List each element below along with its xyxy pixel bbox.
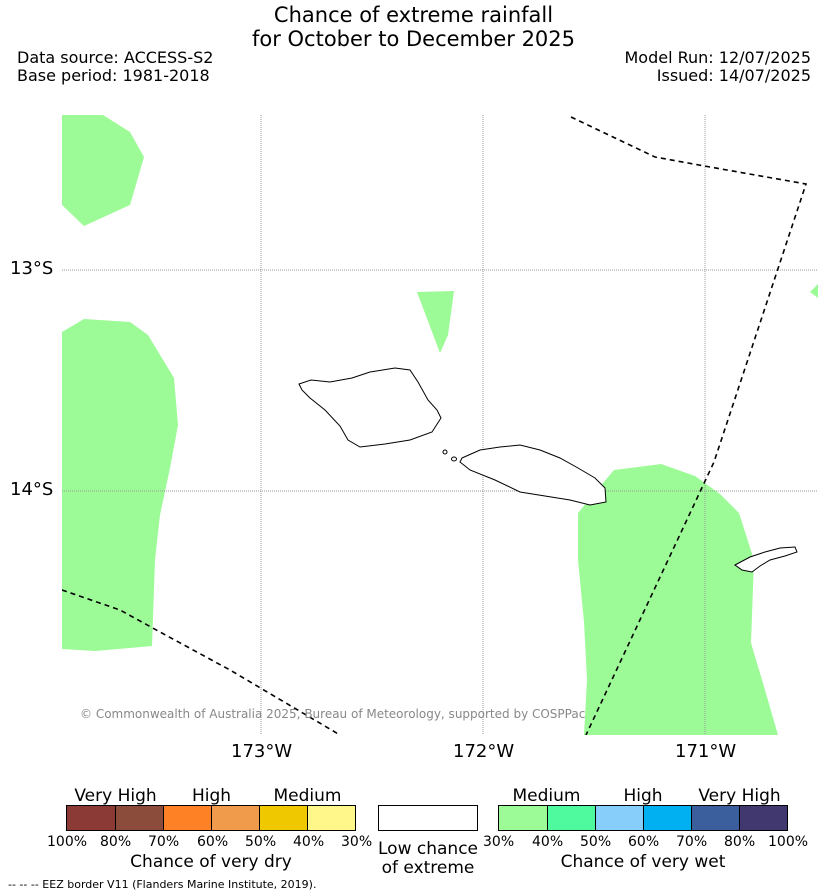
wet-tick-30: 30% — [483, 834, 515, 850]
dry-tick-70: 70% — [148, 834, 180, 850]
wet-cell-80-100 — [739, 805, 788, 831]
island-apolima — [442, 449, 448, 455]
wet-medium-regions — [62, 115, 818, 735]
dry-colorbar — [66, 805, 356, 831]
graticule — [62, 115, 818, 735]
wet-region-central-north — [417, 291, 454, 353]
dry-tick-30: 30% — [341, 834, 373, 850]
low-chance-box — [378, 805, 478, 831]
eez-borders — [62, 116, 808, 735]
copyright-credit: © Commonwealth of Australia 2025, Bureau… — [80, 707, 586, 721]
dry-group-high: High — [191, 786, 232, 806]
island-tutuila — [734, 546, 798, 573]
wet-region-northwest — [62, 115, 144, 226]
wet-cell-70-80 — [691, 805, 740, 831]
low-caption-line1: Low chance — [378, 839, 478, 859]
wet-region-west — [62, 319, 178, 651]
island-savaii — [298, 367, 442, 448]
wet-group-medium: Medium — [512, 786, 581, 806]
dry-cell-80-100 — [66, 805, 116, 831]
base-period: Base period: 1981-2018 — [17, 66, 210, 85]
dry-tick-50: 50% — [245, 834, 277, 850]
dry-tick-100: 100% — [47, 834, 88, 850]
wet-region-east-edge — [810, 284, 818, 298]
dry-cell-40-50 — [259, 805, 308, 831]
wet-group-high: High — [623, 786, 663, 806]
island-upolu — [459, 444, 607, 506]
dry-group-medium: Medium — [273, 786, 342, 806]
dry-group-very-high: Very High — [74, 786, 157, 806]
island-manono — [451, 456, 457, 462]
wet-cell-60-70 — [643, 805, 692, 831]
dry-cell-30-40 — [307, 805, 356, 831]
data-source: Data source: ACCESS-S2 — [17, 48, 214, 67]
eez-footnote: -- -- -- EEZ border V11 (Flanders Marine… — [8, 878, 317, 891]
low-caption-line2: of extreme — [381, 858, 475, 878]
eez-border-east — [570, 116, 808, 735]
wet-tick-60: 60% — [628, 834, 660, 850]
dry-tick-60: 60% — [197, 834, 229, 850]
wet-colorbar — [498, 805, 788, 831]
wet-cell-50-60 — [595, 805, 644, 831]
lat-label-14s: 14°S — [10, 479, 54, 500]
dry-caption: Chance of very dry — [130, 852, 292, 872]
wet-region-southeast — [578, 464, 778, 735]
wet-cell-40-50 — [547, 805, 596, 831]
dry-tick-80: 80% — [100, 834, 132, 850]
wet-cell-30-40 — [498, 805, 548, 831]
dry-cell-70-80 — [115, 805, 164, 831]
wet-tick-50: 50% — [580, 834, 612, 850]
dry-tick-40: 40% — [293, 834, 325, 850]
wet-tick-70: 70% — [676, 834, 708, 850]
lat-label-13s: 13°S — [10, 258, 54, 279]
lon-label-172w: 172°W — [453, 741, 515, 762]
map-title-line2: for October to December 2025 — [251, 27, 576, 51]
issued-date: Issued: 14/07/2025 — [656, 66, 811, 85]
map-title-line1: Chance of extreme rainfall — [273, 3, 554, 27]
wet-group-very-high: Very High — [698, 786, 781, 806]
dry-cell-50-60 — [211, 805, 260, 831]
islands — [298, 367, 798, 573]
lon-label-173w: 173°W — [231, 741, 293, 762]
lon-label-171w: 171°W — [675, 741, 737, 762]
wet-caption: Chance of very wet — [560, 852, 726, 872]
wet-tick-40: 40% — [532, 834, 564, 850]
wet-tick-100: 100% — [768, 834, 809, 850]
model-run: Model Run: 12/07/2025 — [624, 48, 812, 67]
dry-cell-60-70 — [163, 805, 212, 831]
wet-tick-80: 80% — [724, 834, 756, 850]
eez-border-southwest — [62, 589, 341, 735]
